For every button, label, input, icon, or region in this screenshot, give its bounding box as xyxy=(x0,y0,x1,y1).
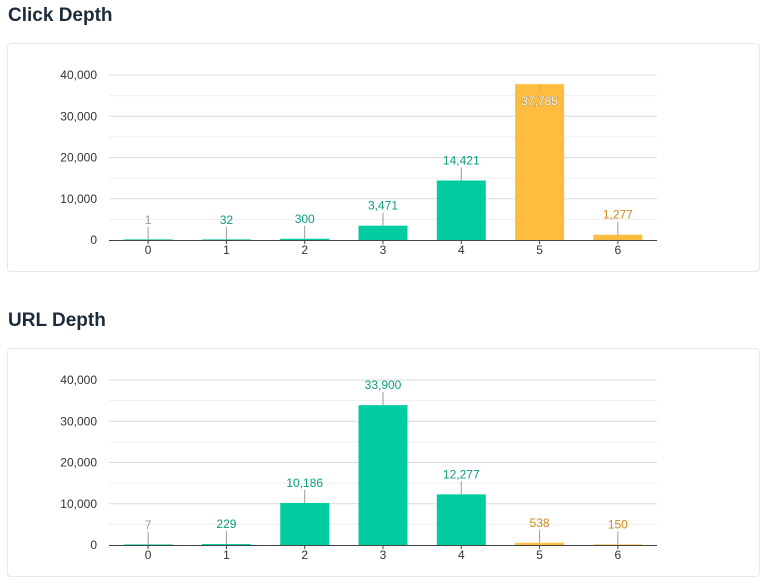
click-depth-chart: 0 10,000 20,000 30,000 40,000 0 1 2 3 4 5 6 1 32 300 3,… xyxy=(60,68,657,257)
y-tick-label: 30,000 xyxy=(60,109,97,123)
data-label: 538 xyxy=(530,516,550,530)
data-label: 150 xyxy=(608,517,628,531)
bar-2[interactable] xyxy=(280,238,330,240)
bar-2[interactable] xyxy=(280,502,330,545)
bar-4[interactable] xyxy=(436,494,486,545)
y-tick-label: 40,000 xyxy=(60,68,97,82)
x-tick-label: 5 xyxy=(536,548,543,562)
click-depth-card: 0 10,000 20,000 30,000 40,000 0 1 2 3 4 5 6 1 32 300 3,… xyxy=(7,43,760,272)
bar-3[interactable] xyxy=(358,405,408,545)
y-tick-label: 20,000 xyxy=(60,456,97,470)
x-tick-label: 0 xyxy=(145,243,152,257)
data-label: 1 xyxy=(145,213,152,227)
x-tick-label: 3 xyxy=(380,548,387,562)
x-tick-label: 4 xyxy=(458,548,465,562)
y-tick-label: 20,000 xyxy=(60,151,97,165)
bar-1[interactable] xyxy=(201,544,251,545)
data-label: 32 xyxy=(220,213,234,227)
bar-6[interactable] xyxy=(593,544,643,545)
y-tick-label: 10,000 xyxy=(60,192,97,206)
y-tick-label: 30,000 xyxy=(60,414,97,428)
data-label: 7 xyxy=(145,518,152,532)
x-tick-label: 5 xyxy=(536,243,543,257)
x-tick-label: 2 xyxy=(301,243,308,257)
url-depth-title: URL Depth xyxy=(8,310,106,331)
data-label: 12,277 xyxy=(443,467,480,481)
data-label: 10,186 xyxy=(286,476,323,490)
x-tick-label: 3 xyxy=(380,243,387,257)
x-tick-label: 2 xyxy=(301,548,308,562)
click-depth-title: Click Depth xyxy=(8,5,113,26)
x-tick-label: 6 xyxy=(615,243,622,257)
x-tick-label: 0 xyxy=(145,548,152,562)
bar-5[interactable] xyxy=(515,542,565,545)
y-tick-label: 10,000 xyxy=(60,497,97,511)
data-label: 229 xyxy=(216,517,236,531)
bar-5[interactable] xyxy=(515,84,565,240)
x-tick-label: 1 xyxy=(223,243,230,257)
y-tick-label: 0 xyxy=(90,538,97,552)
data-label: 33,900 xyxy=(365,378,402,392)
data-label: 300 xyxy=(295,212,315,226)
y-tick-label: 0 xyxy=(90,233,97,247)
data-label: 1,277 xyxy=(603,208,633,222)
url-depth-card: 0 10,000 20,000 30,000 40,000 0 1 2 3 4 5 6 7 229 10,1… xyxy=(7,348,760,577)
data-label: 3,471 xyxy=(368,199,398,213)
y-tick-label: 40,000 xyxy=(60,373,97,387)
url-depth-chart: 0 10,000 20,000 30,000 40,000 0 1 2 3 4 5 6 7 229 10,1… xyxy=(60,373,657,562)
bar-6[interactable] xyxy=(593,234,643,240)
x-tick-label: 1 xyxy=(223,548,230,562)
bar-3[interactable] xyxy=(358,225,408,240)
bar-4[interactable] xyxy=(436,180,486,240)
data-label: 14,421 xyxy=(443,154,480,168)
x-tick-label: 6 xyxy=(615,548,622,562)
x-tick-label: 4 xyxy=(458,243,465,257)
data-label: 37,785 xyxy=(521,94,558,108)
